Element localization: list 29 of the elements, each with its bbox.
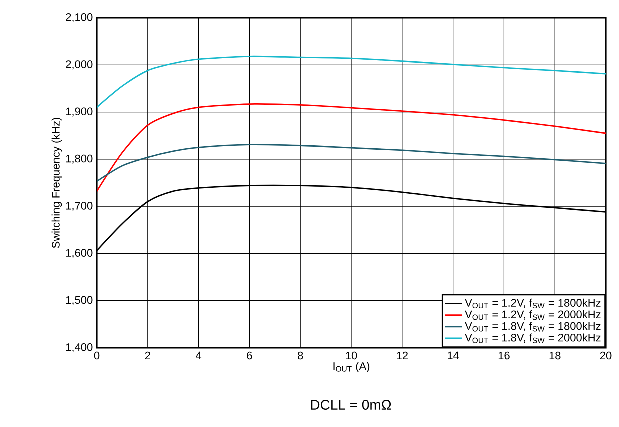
x-tick-label: 20 (600, 352, 612, 360)
legend-label: V$_{OUT}$ = 1.2V, f$_{SW}$ = 1800kHz (465, 298, 601, 309)
x-tick-label: 10 (346, 352, 358, 360)
line-series (97, 103, 606, 192)
x-tick-label: 6 (247, 352, 252, 360)
x-axis-title: I$_{OUT}$ (A) (334, 362, 370, 372)
x-tick-label: 8 (298, 352, 304, 360)
y-tick-label: 2,100 (66, 13, 93, 23)
legend-label: V$_{OUT}$ = 1.2V, f$_{SW}$ = 2000kHz (465, 310, 601, 320)
x-tick-label: 0 (94, 352, 100, 360)
legend-label: V$_{OUT}$ = 1.8V, f$_{SW}$ = 2000kHz (465, 334, 601, 344)
x-tick-label: 16 (498, 352, 510, 360)
legend-label: V$_{OUT}$ = 1.8V, f$_{SW}$ = 1800kHz (465, 322, 601, 332)
y-tick-label: 2,000 (66, 60, 93, 70)
y-tick-label: 1,400 (66, 343, 93, 353)
text: DCLL = 0mΩ (311, 400, 392, 410)
y-tick-label: 1,800 (66, 154, 93, 164)
y-axis-title: Switching Frequency (kHz) (52, 118, 62, 248)
x-tick-label: 18 (550, 352, 561, 360)
y-tick-label: 1,600 (66, 249, 93, 258)
x-tick-label: 14 (448, 352, 460, 360)
line-series (97, 56, 606, 108)
x-tick-label: 4 (196, 352, 202, 360)
x-tick-label: 12 (397, 352, 408, 360)
x-tick-label: 2 (145, 352, 150, 360)
y-tick-label: 1,900 (66, 108, 93, 117)
line-series (97, 144, 606, 182)
y-tick-label: 1,700 (66, 202, 93, 212)
y-tick-label: 1,500 (66, 296, 93, 306)
